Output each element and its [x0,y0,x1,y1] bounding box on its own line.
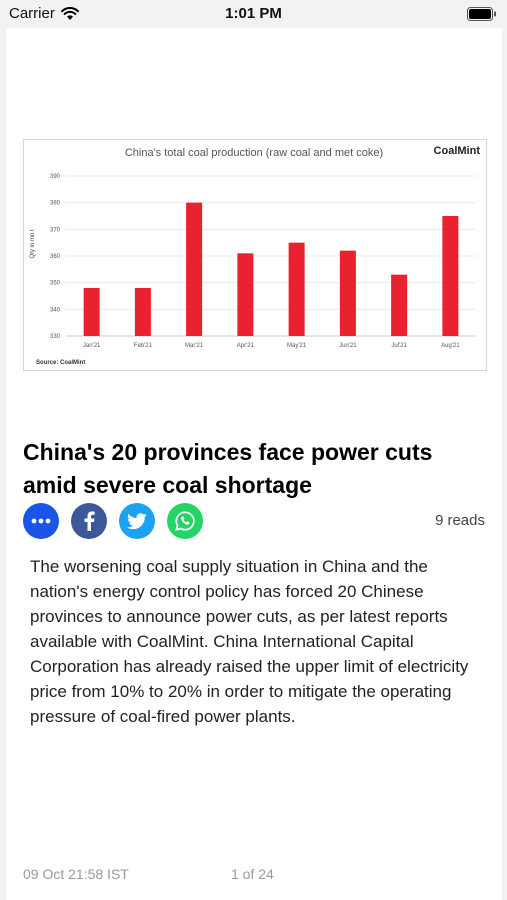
bar-Feb'21 [134,288,151,336]
y-tick-label: 350 [50,281,61,287]
wifi-icon [60,6,79,20]
bar-Jan'21 [83,288,100,336]
bar-Aug'21 [442,216,459,336]
clock: 1:01 PM [225,5,282,22]
facebook-share-button[interactable] [71,503,107,539]
coal-production-chart: China's total coal production (raw coal … [23,139,487,371]
whatsapp-icon [175,511,195,531]
chart-brand-logo: CoalMint [434,145,481,157]
x-tick-label: Jul'21 [391,343,407,349]
chart-y-axis-label: Qty in mn t [30,229,36,258]
facebook-icon [84,511,95,531]
more-icon [31,518,51,524]
article-card: China's total coal production (raw coal … [6,28,502,900]
x-tick-label: Feb'21 [134,343,153,349]
whatsapp-share-button[interactable] [167,503,203,539]
x-tick-label: Apr'21 [237,343,255,349]
share-buttons [23,503,203,539]
y-tick-label: 370 [50,227,61,233]
bar-May'21 [288,242,305,336]
more-share-button[interactable] [23,503,59,539]
bar-Mar'21 [186,202,203,336]
carrier-indicator: Carrier [9,5,79,22]
page-indicator: 1 of 24 [231,866,274,882]
twitter-icon [127,512,147,529]
bar-chart: China's total coal production (raw coal … [30,145,481,366]
y-tick-label: 390 [50,174,61,180]
y-tick-label: 380 [50,201,61,207]
chart-title: China's total coal production (raw coal … [125,147,383,159]
status-bar: Carrier 1:01 PM [0,0,507,28]
bar-Jun'21 [339,250,356,336]
bar-Apr'21 [237,253,254,336]
article-headline: China's 20 provinces face power cuts ami… [23,439,433,498]
y-tick-label: 330 [50,334,61,340]
read-count-value: 9 [435,512,444,529]
chart-source: Source: CoalMint [36,360,85,366]
x-tick-label: Aug'21 [441,343,460,349]
x-tick-label: Mar'21 [185,343,204,349]
article-body: The worsening coal supply situation in C… [30,557,469,726]
read-count-label: reads [447,512,485,529]
x-tick-label: Jan'21 [83,343,101,349]
carrier-label: Carrier [9,5,55,22]
x-tick-label: May'21 [287,343,307,349]
bar-Jul'21 [391,274,408,336]
read-count: 9 reads [435,512,485,529]
article-timestamp: 09 Oct 21:58 IST [23,866,129,882]
twitter-share-button[interactable] [119,503,155,539]
x-tick-label: Jun'21 [339,343,357,349]
battery-icon [467,7,496,21]
y-tick-label: 340 [50,307,61,313]
y-tick-label: 360 [50,254,61,260]
